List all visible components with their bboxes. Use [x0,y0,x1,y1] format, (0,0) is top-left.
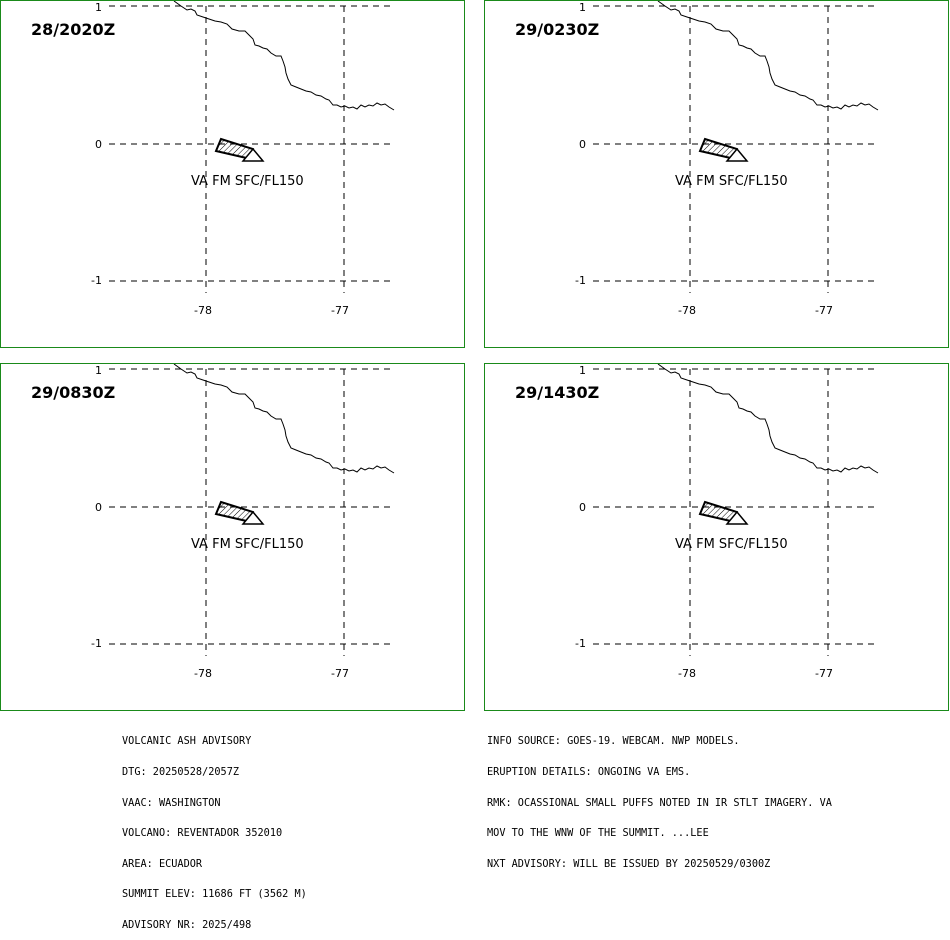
coastline [173,1,395,111]
ash-height-label: VA FM SFC/FL150 [675,174,788,189]
coastline [657,364,879,474]
advisory-left-block: VOLCANIC ASH ADVISORY DTG: 20250528/2057… [122,716,321,940]
forecast-panel: 29/0830Z 1 0 -1 -78 -77 VA FM SFC/FL150 [0,363,465,711]
latitude-label: 0 [95,138,102,151]
latitude-label: -1 [575,637,586,650]
latitude-label: 1 [95,1,102,14]
coastline [657,1,879,111]
forecast-panel: 29/0230Z 1 0 -1 -78 -77 VA FM SFC/FL150 [484,0,949,348]
latitude-label: -1 [91,274,102,287]
advisory-remarks-2: MOV TO THE WNW OF THE SUMMIT. ...LEE [487,826,709,840]
longitude-label: -77 [331,667,349,680]
advisory-dtg: DTG: 20250528/2057Z [122,765,240,779]
panel-time-label: 28/2020Z [31,20,116,39]
coastline [173,364,395,474]
longitude-label: -77 [815,304,833,317]
advisory-remarks-1: RMK: OCASSIONAL SMALL PUFFS NOTED IN IR … [487,795,832,809]
volcano-triangle-icon [725,147,749,162]
panel-time-label: 29/0830Z [31,383,116,402]
advisory-summit-elev: SUMMIT ELEV: 11686 FT (3562 M) [122,887,307,901]
ash-height-label: VA FM SFC/FL150 [191,174,304,189]
advisory-area: AREA: ECUADOR [122,856,203,870]
longitude-label: -78 [678,304,696,317]
map-graphic [109,1,395,293]
latitude-label: 0 [579,138,586,151]
longitude-label: -78 [194,667,212,680]
map-graphic [109,364,395,656]
volcano-triangle-icon [725,510,749,525]
panel-time-label: 29/1430Z [515,383,600,402]
latitude-label: 0 [95,501,102,514]
latitude-label: -1 [575,274,586,287]
latitude-label: 1 [579,1,586,14]
advisory-title: VOLCANIC ASH ADVISORY [122,734,252,748]
latitude-label: -1 [91,637,102,650]
longitude-label: -78 [678,667,696,680]
advisory-info-source: INFO SOURCE: GOES-19. WEBCAM. NWP MODELS… [487,734,740,748]
latitude-label: 0 [579,501,586,514]
advisory-eruption-details: ERUPTION DETAILS: ONGOING VA EMS. [487,765,691,779]
ash-height-label: VA FM SFC/FL150 [191,537,304,552]
forecast-panel: 28/2020Z 1 0 -1 -78 -77 VA FM SFC/FL150 [0,0,465,348]
forecast-panel: 29/1430Z 1 0 -1 -78 -77 VA FM SFC/FL150 [484,363,949,711]
advisory-right-block: INFO SOURCE: GOES-19. WEBCAM. NWP MODELS… [487,716,858,879]
longitude-label: -77 [815,667,833,680]
volcano-triangle-icon [241,510,265,525]
latitude-label: 1 [95,364,102,377]
longitude-label: -78 [194,304,212,317]
panel-time-label: 29/0230Z [515,20,600,39]
advisory-number: ADVISORY NR: 2025/498 [122,918,252,932]
advisory-vaac: VAAC: WASHINGTON [122,795,221,809]
latitude-label: 1 [579,364,586,377]
longitude-label: -77 [331,304,349,317]
advisory-next: NXT ADVISORY: WILL BE ISSUED BY 20250529… [487,856,771,870]
advisory-volcano: VOLCANO: REVENTADOR 352010 [122,826,283,840]
volcano-triangle-icon [241,147,265,162]
ash-height-label: VA FM SFC/FL150 [675,537,788,552]
map-graphic [593,1,879,293]
map-graphic [593,364,879,656]
